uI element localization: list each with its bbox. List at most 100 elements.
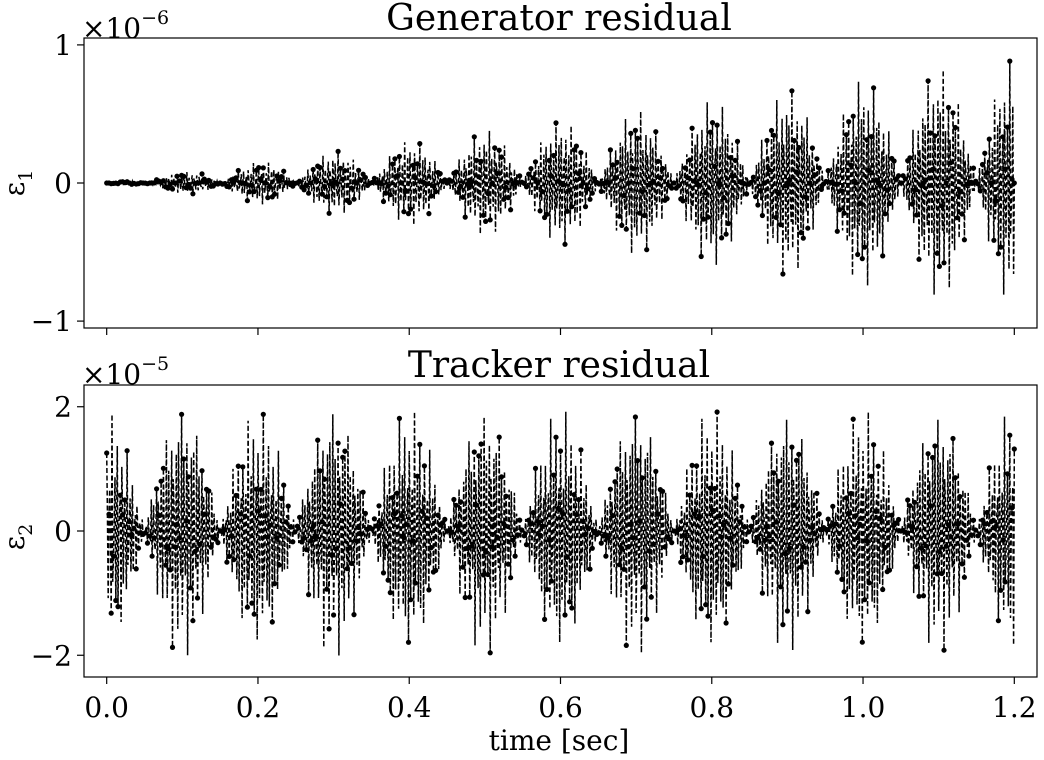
data-point-tracker — [725, 581, 732, 587]
data-point-tracker — [619, 545, 625, 552]
data-point-tracker — [576, 497, 582, 503]
series-line-tracker — [105, 411, 1016, 656]
data-point-tracker — [764, 524, 770, 530]
data-point-generator — [206, 177, 212, 183]
data-point-generator — [809, 145, 816, 151]
data-point-generator — [841, 210, 847, 216]
data-point-tracker — [780, 622, 786, 628]
data-point-tracker — [532, 465, 539, 471]
data-point-tracker — [480, 572, 486, 578]
data-point-tracker — [521, 533, 527, 539]
data-point-generator — [530, 175, 536, 181]
data-point-tracker — [508, 575, 514, 581]
data-point-generator — [848, 162, 854, 168]
data-point-generator — [430, 183, 436, 189]
data-point-generator — [680, 198, 686, 204]
data-point-tracker — [757, 546, 763, 552]
data-point-tracker — [787, 545, 793, 551]
data-point-tracker — [737, 519, 743, 525]
data-point-tracker — [272, 581, 278, 587]
data-point-tracker — [262, 513, 269, 519]
data-point-tracker — [1007, 432, 1013, 438]
data-point-tracker — [610, 513, 616, 519]
data-point-tracker — [449, 529, 455, 535]
data-point-tracker — [812, 531, 818, 537]
data-point-tracker — [809, 525, 816, 531]
data-point-generator — [787, 177, 793, 183]
data-point-tracker — [864, 538, 870, 544]
scale-base-generator: ×10 — [82, 12, 141, 45]
data-point-generator — [181, 173, 187, 179]
data-point-tracker — [859, 639, 865, 645]
data-point-generator — [610, 162, 616, 168]
data-point-tracker — [539, 523, 545, 529]
data-point-generator — [408, 206, 414, 212]
data-point-tracker — [321, 476, 328, 482]
data-point-tracker — [328, 552, 334, 558]
data-point-generator — [449, 178, 455, 184]
data-point-tracker — [453, 502, 459, 508]
data-point-generator — [650, 178, 657, 184]
data-point-tracker — [135, 545, 142, 551]
data-point-tracker — [675, 527, 682, 533]
data-point-generator — [333, 179, 339, 185]
data-point-tracker — [390, 495, 396, 501]
data-point-tracker — [156, 512, 162, 519]
data-point-tracker — [308, 538, 314, 544]
data-point-tracker — [773, 519, 779, 525]
data-point-generator — [301, 187, 307, 193]
data-point-tracker — [746, 529, 752, 535]
data-point-tracker — [208, 544, 214, 550]
y-axis-label-sub-generator: 1 — [15, 170, 37, 182]
data-point-generator — [995, 251, 1002, 257]
data-point-generator — [734, 138, 741, 144]
data-point-generator — [902, 176, 909, 182]
data-point-generator — [977, 188, 983, 194]
data-point-generator — [578, 150, 584, 156]
data-point-tracker — [528, 521, 534, 527]
data-point-tracker — [1009, 505, 1015, 511]
data-point-generator — [768, 127, 775, 134]
data-point-generator — [340, 176, 346, 182]
data-point-tracker — [154, 486, 160, 492]
data-point-tracker — [941, 647, 947, 653]
data-point-tracker — [877, 515, 884, 521]
data-point-generator — [326, 210, 332, 216]
data-point-tracker — [442, 516, 448, 523]
data-point-generator — [453, 169, 459, 175]
data-point-tracker — [873, 508, 879, 514]
data-point-tracker — [948, 534, 954, 540]
data-point-generator — [721, 195, 727, 201]
data-point-tracker — [546, 537, 552, 543]
data-point-generator — [460, 194, 466, 200]
data-point-generator — [759, 212, 766, 219]
data-point-tracker — [918, 545, 924, 551]
data-point-tracker — [905, 497, 911, 503]
data-point-tracker — [961, 574, 968, 580]
data-point-tracker — [644, 616, 650, 622]
data-point-tracker — [297, 514, 303, 520]
data-point-tracker — [401, 534, 407, 541]
data-point-generator — [242, 180, 248, 187]
data-point-tracker — [689, 462, 695, 468]
data-point-generator — [174, 173, 180, 179]
series-generator — [104, 58, 1017, 295]
data-point-tracker — [1002, 579, 1008, 585]
data-point-tracker — [848, 490, 854, 497]
data-point-generator — [160, 178, 166, 184]
data-point-tracker — [344, 566, 350, 572]
data-point-generator — [764, 137, 770, 144]
data-point-generator — [501, 196, 507, 202]
data-point-tracker — [939, 570, 945, 577]
data-point-tracker — [167, 567, 173, 573]
data-point-tracker — [424, 515, 430, 521]
data-point-generator — [188, 185, 194, 191]
data-point-generator — [952, 124, 958, 131]
data-point-generator — [489, 180, 495, 186]
y-axis-label-generator: ε1 — [0, 170, 37, 197]
data-point-tracker — [303, 547, 309, 553]
data-point-tracker — [294, 523, 300, 529]
data-point-tracker — [181, 456, 187, 462]
data-point-generator — [877, 182, 884, 188]
data-point-generator — [607, 147, 614, 153]
